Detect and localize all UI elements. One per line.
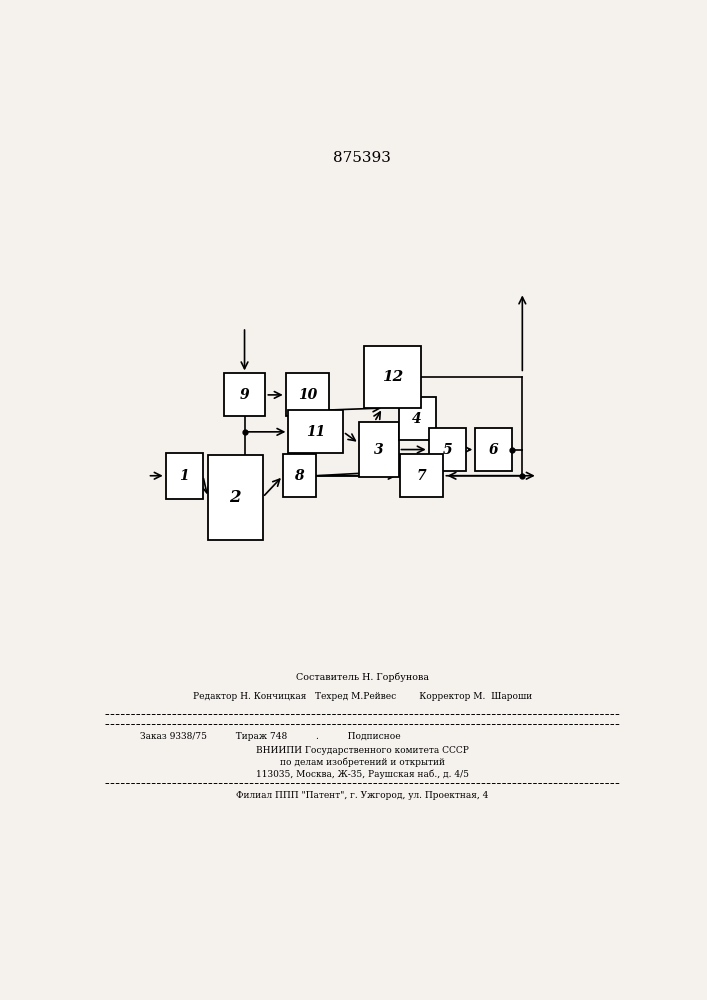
FancyBboxPatch shape [399,397,436,440]
Text: 2: 2 [229,489,241,506]
Text: по делам изобретений и открытий: по делам изобретений и открытий [280,758,445,767]
FancyBboxPatch shape [283,454,316,497]
FancyBboxPatch shape [475,428,513,471]
Text: 10: 10 [298,388,317,402]
FancyBboxPatch shape [286,373,329,416]
FancyBboxPatch shape [399,454,443,497]
FancyBboxPatch shape [223,373,265,416]
Text: 9: 9 [240,388,250,402]
Text: 113035, Москва, Ж-35, Раушская наб., д. 4/5: 113035, Москва, Ж-35, Раушская наб., д. … [256,769,469,779]
FancyBboxPatch shape [165,453,203,499]
Text: Составитель Н. Горбунова: Составитель Н. Горбунова [296,673,429,682]
Text: 5: 5 [443,443,452,457]
FancyBboxPatch shape [288,410,343,453]
FancyBboxPatch shape [208,455,262,540]
FancyBboxPatch shape [364,346,421,408]
Text: 875393: 875393 [334,151,391,165]
FancyBboxPatch shape [428,428,466,471]
Text: 6: 6 [489,443,498,457]
FancyBboxPatch shape [359,422,399,477]
Text: 3: 3 [374,443,384,457]
Text: Редактор Н. Кончицкая   Техред М.Рейвес        Корректор М.  Шароши: Редактор Н. Кончицкая Техред М.Рейвес Ко… [193,692,532,701]
Text: ВНИИПИ Государственного комитета СССР: ВНИИПИ Государственного комитета СССР [256,746,469,755]
Text: 11: 11 [306,425,325,439]
Text: Филиал ППП "Патент", г. Ужгород, ул. Проектная, 4: Филиал ППП "Патент", г. Ужгород, ул. Про… [236,791,489,800]
Text: 12: 12 [382,370,403,384]
Text: 8: 8 [295,469,304,483]
Text: Заказ 9338/75          Тираж 748          .          Подписное: Заказ 9338/75 Тираж 748 . Подписное [141,732,401,741]
Text: 7: 7 [416,469,426,483]
Text: 4: 4 [412,412,422,426]
Text: 1: 1 [180,469,189,483]
